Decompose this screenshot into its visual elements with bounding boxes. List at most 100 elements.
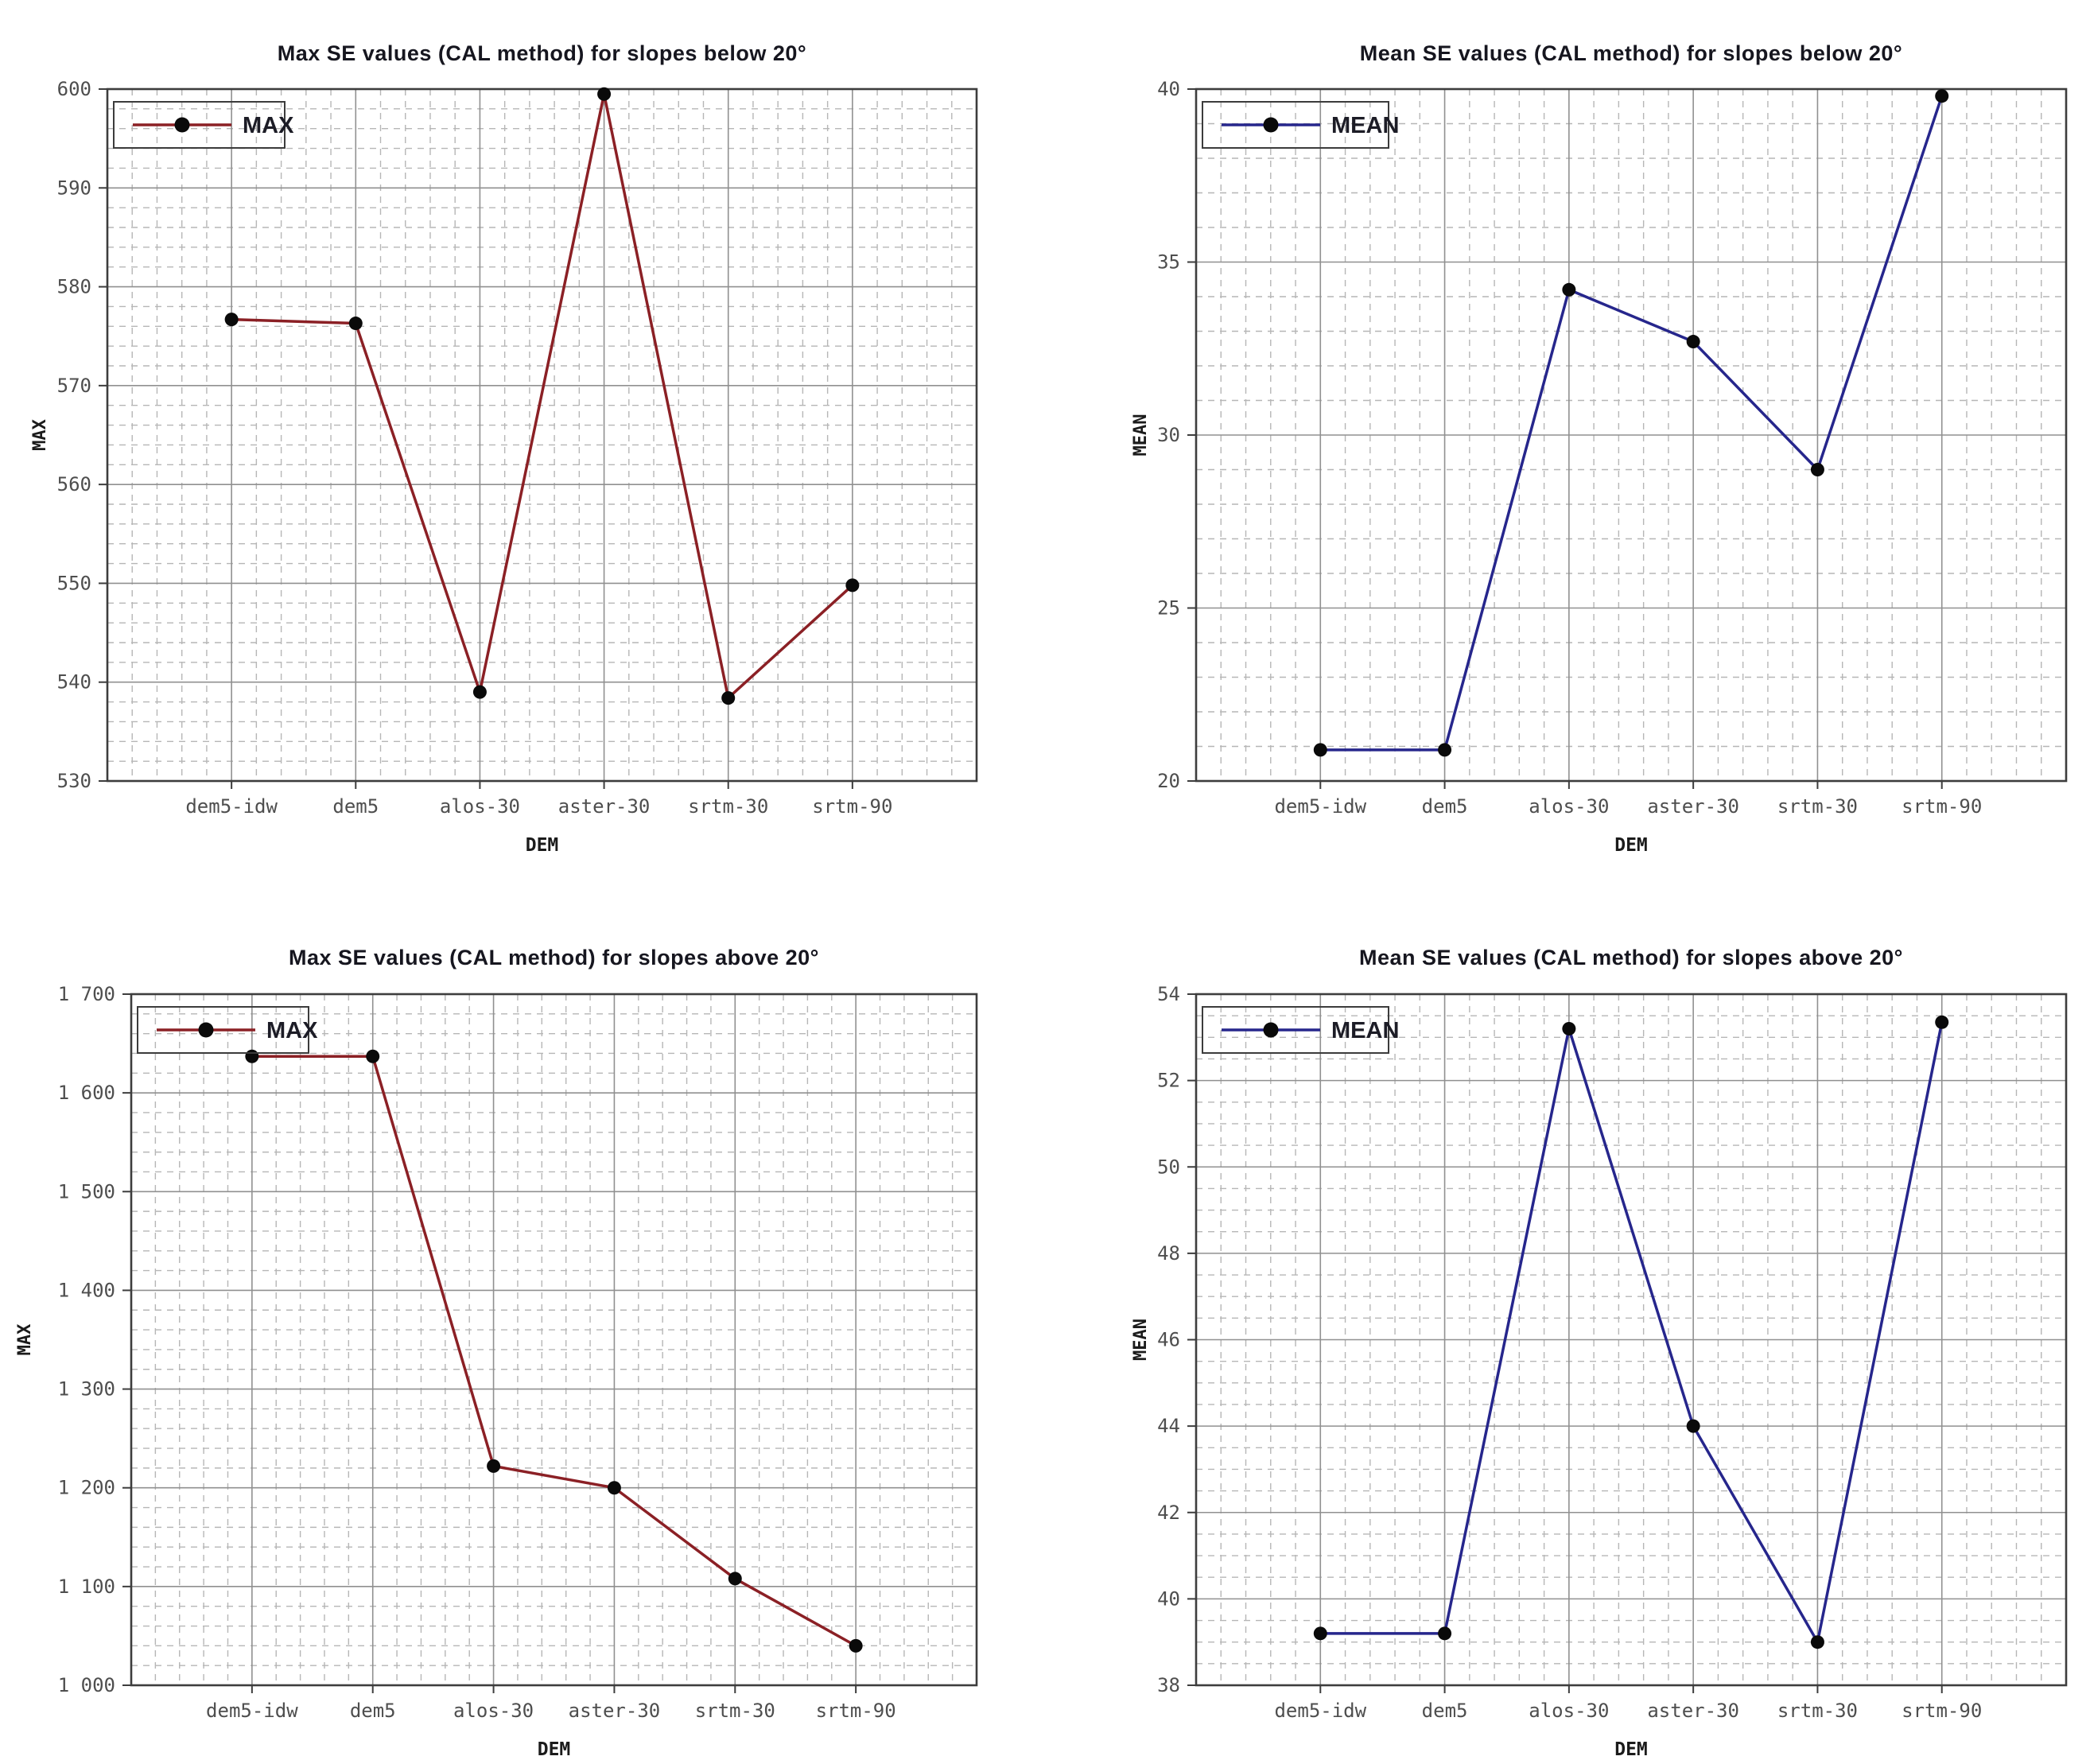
svg-text:44: 44 (1157, 1415, 1180, 1437)
series-line (251, 1055, 857, 1648)
y-axis-label: MEAN (1131, 1319, 1151, 1361)
legend-label: MEAN (1331, 113, 1399, 138)
legend: MAX (137, 1006, 318, 1054)
x-tick-labels: dem5-idw dem5 alos-30 aster-30 srtm-30 srtm-9… (1274, 795, 1982, 818)
svg-text:srtm-90: srtm-90 (816, 1700, 896, 1722)
data-points (224, 87, 860, 705)
svg-text:25: 25 (1157, 597, 1180, 620)
series-line (1319, 1020, 1944, 1644)
y-axis-label: MEAN (1131, 414, 1151, 457)
x-tick-labels: dem5-idw dem5 alos-30 aster-30 srtm-30 srtm-9… (206, 1700, 896, 1722)
svg-text:alos-30: alos-30 (1529, 795, 1609, 818)
legend: MAX (113, 101, 294, 149)
svg-text:1 200: 1 200 (58, 1477, 115, 1499)
data-points (1313, 89, 1949, 757)
legend-label: MAX (266, 1018, 318, 1043)
chart-max-se-below-20: Max SE values (CAL method) for slopes be… (0, 0, 1045, 882)
svg-text:alos-30: alos-30 (440, 795, 520, 818)
y-tick-labels: 20 25 30 35 40 (1157, 78, 1180, 792)
chart-title: Max SE values (CAL method) for slopes ab… (289, 946, 819, 969)
svg-text:40: 40 (1157, 1587, 1180, 1610)
svg-text:srtm-90: srtm-90 (812, 795, 892, 818)
grid-major (131, 994, 977, 1685)
grid-major (1196, 994, 2066, 1685)
y-axis-label: MAX (15, 1324, 35, 1356)
x-axis-label: DEM (1614, 1739, 1648, 1760)
svg-text:560: 560 (57, 473, 91, 495)
svg-text:srtm-90: srtm-90 (1902, 795, 1982, 818)
chart-mean-se-above-20: Mean SE values (CAL method) for slopes a… (1045, 882, 2090, 1764)
svg-text:srtm-30: srtm-30 (1777, 795, 1858, 818)
svg-text:54: 54 (1157, 983, 1180, 1005)
svg-text:dem5-idw: dem5-idw (206, 1700, 298, 1722)
svg-text:1 400: 1 400 (58, 1279, 115, 1301)
axis-ticks (1187, 88, 1943, 789)
chart-canvas: 530 540 550 560 570 580 590 600 dem5-idw dem5 alos… (30, 78, 978, 856)
svg-text:580: 580 (57, 276, 91, 298)
svg-text:aster-30: aster-30 (569, 1700, 661, 1722)
svg-text:1 700: 1 700 (58, 983, 115, 1005)
legend-point-sample (1263, 117, 1279, 133)
svg-text:530: 530 (57, 770, 91, 792)
grid-minor (131, 994, 977, 1685)
chart-mean-se-below-20: Mean SE values (CAL method) for slopes b… (1045, 0, 2090, 882)
grid-major (107, 89, 977, 781)
x-axis-label: DEM (526, 835, 559, 856)
plot-border (106, 87, 978, 783)
svg-text:30: 30 (1157, 424, 1180, 446)
axis-ticks (1187, 993, 1943, 1693)
y-tick-labels: 530 540 550 560 570 580 590 600 (57, 78, 91, 792)
svg-text:srtm-90: srtm-90 (1902, 1700, 1982, 1722)
series-line (1319, 94, 1944, 752)
x-tick-labels: dem5-idw dem5 alos-30 aster-30 srtm-30 srtm-9… (185, 795, 892, 818)
x-axis-label: DEM (1614, 835, 1648, 856)
svg-text:dem5-idw: dem5-idw (1274, 1700, 1366, 1722)
legend-box (113, 101, 286, 149)
svg-text:dem5-idw: dem5-idw (185, 795, 278, 818)
svg-text:570: 570 (57, 375, 91, 397)
x-tick-labels: dem5-idw dem5 alos-30 aster-30 srtm-30 srtm-9… (1274, 1700, 1982, 1722)
svg-text:550: 550 (57, 572, 91, 594)
legend-point-sample (174, 117, 190, 133)
chart-title: Max SE values (CAL method) for slopes be… (277, 41, 807, 65)
chart-title: Mean SE values (CAL method) for slopes a… (1359, 946, 1903, 969)
svg-text:35: 35 (1157, 251, 1180, 274)
grid-major (1196, 89, 2066, 781)
svg-text:dem5: dem5 (1422, 795, 1468, 818)
svg-text:20: 20 (1157, 770, 1180, 792)
legend-label: MEAN (1331, 1018, 1399, 1043)
svg-text:48: 48 (1157, 1242, 1180, 1265)
svg-text:aster-30: aster-30 (1647, 1700, 1739, 1722)
data-points (1313, 1015, 1949, 1649)
svg-text:aster-30: aster-30 (558, 795, 651, 818)
svg-text:46: 46 (1157, 1329, 1180, 1351)
axis-ticks (99, 88, 853, 789)
svg-text:srtm-30: srtm-30 (688, 795, 768, 818)
y-tick-labels: 1 000 1 100 1 200 1 300 1 400 1 500 1 600 1 700 (58, 983, 115, 1696)
svg-text:1 000: 1 000 (58, 1674, 115, 1696)
y-axis-label: MAX (30, 419, 50, 451)
legend-box (137, 1006, 309, 1054)
plot-border (130, 993, 978, 1687)
chart-title: Mean SE values (CAL method) for slopes b… (1359, 41, 1903, 65)
svg-text:40: 40 (1157, 78, 1180, 100)
grid-minor (107, 89, 977, 781)
svg-text:42: 42 (1157, 1502, 1180, 1524)
svg-text:50: 50 (1157, 1156, 1180, 1178)
legend: MEAN (1202, 1006, 1399, 1054)
svg-text:dem5: dem5 (350, 1700, 396, 1722)
legend-point-sample (1263, 1022, 1279, 1038)
chart-canvas: 1 000 1 100 1 200 1 300 1 400 1 500 1 600 1 700… (15, 983, 978, 1760)
svg-text:1 100: 1 100 (58, 1576, 115, 1598)
legend-point-sample (198, 1022, 214, 1038)
grid-minor (1196, 994, 2066, 1685)
svg-text:dem5: dem5 (1422, 1700, 1468, 1722)
svg-text:1 600: 1 600 (58, 1082, 115, 1104)
svg-text:590: 590 (57, 177, 91, 199)
svg-text:alos-30: alos-30 (453, 1700, 534, 1722)
chart-max-se-above-20: Max SE values (CAL method) for slopes ab… (0, 882, 1045, 1764)
svg-text:aster-30: aster-30 (1647, 795, 1739, 818)
svg-text:dem5: dem5 (332, 795, 379, 818)
svg-text:38: 38 (1157, 1674, 1180, 1696)
svg-text:540: 540 (57, 671, 91, 694)
